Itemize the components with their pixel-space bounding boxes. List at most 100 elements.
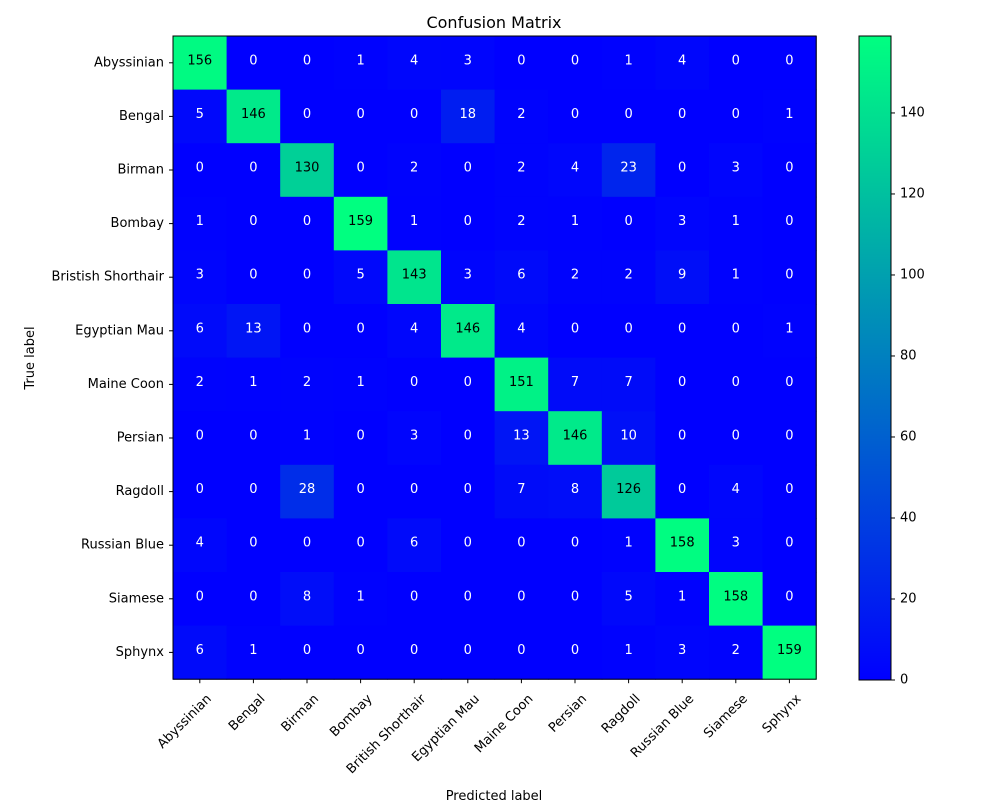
heatmap-cell (709, 464, 764, 519)
x-tick-label: Bengal (226, 692, 268, 734)
colorbar-tick-label: 60 (900, 429, 917, 444)
cell-value-label: 2 (196, 375, 204, 390)
heatmap-cell (173, 36, 228, 91)
cell-value-label: 0 (624, 214, 632, 229)
cell-value-label: 146 (455, 321, 480, 336)
cell-value-label: 0 (249, 482, 257, 497)
heatmap-cell (173, 625, 228, 680)
cell-value-label: 0 (732, 107, 740, 122)
heatmap-cell (548, 625, 603, 680)
y-tick-label: Russian Blue (81, 538, 164, 553)
heatmap-cell (333, 36, 388, 91)
heatmap-cell (226, 464, 281, 519)
heatmap-cell (709, 36, 764, 91)
cell-value-label: 0 (303, 536, 311, 551)
cell-value-label: 0 (785, 589, 793, 604)
cell-value-label: 6 (517, 268, 525, 283)
cell-value-label: 159 (777, 643, 802, 658)
heatmap-cell (494, 518, 549, 573)
heatmap-cell (226, 304, 281, 359)
x-axis-label: Predicted label (446, 789, 543, 800)
cell-value-label: 4 (732, 482, 740, 497)
cell-value-label: 6 (196, 643, 204, 658)
cell-value-label: 0 (249, 53, 257, 68)
cell-value-label: 4 (410, 321, 418, 336)
heatmap-cell (762, 518, 817, 573)
cell-value-label: 5 (624, 589, 632, 604)
y-tick-label: Bombay (111, 216, 165, 231)
cell-value-label: 0 (785, 268, 793, 283)
cell-value-label: 3 (464, 268, 472, 283)
cell-value-label: 0 (517, 589, 525, 604)
heatmap-cell (441, 411, 496, 466)
heatmap-cell (226, 250, 281, 305)
heatmap-cell (387, 357, 442, 412)
heatmap-cell (441, 625, 496, 680)
cell-value-label: 4 (196, 536, 204, 551)
heatmap-cell (333, 625, 388, 680)
cell-value-label: 0 (196, 429, 204, 444)
cell-value-label: 8 (303, 589, 311, 604)
heatmap-cell (173, 572, 228, 627)
cell-value-label: 2 (732, 643, 740, 658)
heatmap-cell (441, 143, 496, 198)
cell-value-label: 13 (513, 429, 530, 444)
cell-value-label: 158 (670, 536, 695, 551)
heatmap-cell (494, 36, 549, 91)
cell-value-label: 0 (303, 53, 311, 68)
heatmap-cell (601, 143, 656, 198)
x-tick-label: Persian (546, 692, 590, 736)
cell-value-label: 1 (624, 536, 632, 551)
y-tick-label: Siamese (109, 591, 164, 606)
heatmap-cell (280, 89, 335, 144)
heatmap-cell (441, 464, 496, 519)
x-tick-label: Abyssinian (155, 692, 215, 752)
heatmap-cell (655, 196, 710, 251)
heatmap-cell (601, 411, 656, 466)
colorbar-tick-label: 100 (900, 267, 925, 282)
heatmap-cell (173, 250, 228, 305)
cell-value-label: 0 (356, 161, 364, 176)
heatmap-cell (173, 304, 228, 359)
cell-value-label: 0 (785, 53, 793, 68)
cell-value-label: 0 (571, 536, 579, 551)
heatmap-cell (762, 357, 817, 412)
cell-value-label: 143 (402, 268, 427, 283)
cell-value-label: 1 (624, 643, 632, 658)
heatmap-cell (280, 518, 335, 573)
heatmap-cell (280, 196, 335, 251)
cell-value-label: 0 (464, 643, 472, 658)
heatmap-cell (333, 143, 388, 198)
cell-value-label: 1 (303, 429, 311, 444)
cell-value-label: 1 (624, 53, 632, 68)
cell-value-label: 8 (571, 482, 579, 497)
colorbar-tick-label: 0 (900, 673, 908, 688)
heatmap-cell (387, 250, 442, 305)
y-tick-label: Birman (117, 163, 164, 178)
heatmap-cell (387, 143, 442, 198)
cell-value-label: 1 (732, 214, 740, 229)
heatmap-cell (762, 304, 817, 359)
heatmap-cell (762, 411, 817, 466)
heatmap-cell (601, 36, 656, 91)
heatmap-cell (226, 196, 281, 251)
cell-value-label: 0 (571, 321, 579, 336)
cell-value-label: 7 (571, 375, 579, 390)
cell-value-label: 0 (464, 375, 472, 390)
y-tick-label: Egyptian Mau (75, 323, 164, 338)
heatmap-cell (280, 36, 335, 91)
cell-value-label: 0 (732, 429, 740, 444)
cell-value-label: 0 (356, 643, 364, 658)
colorbar-tick-label: 140 (900, 105, 925, 120)
heatmap-cell (226, 89, 281, 144)
cell-value-label: 0 (410, 482, 418, 497)
cell-value-label: 0 (356, 429, 364, 444)
heatmap-cell (655, 143, 710, 198)
cell-value-label: 0 (464, 589, 472, 604)
colorbar (858, 35, 892, 681)
cell-value-label: 0 (678, 161, 686, 176)
cell-value-label: 1 (571, 214, 579, 229)
cell-value-label: 0 (517, 53, 525, 68)
y-tick-label: Bristish Shorthair (51, 270, 164, 285)
